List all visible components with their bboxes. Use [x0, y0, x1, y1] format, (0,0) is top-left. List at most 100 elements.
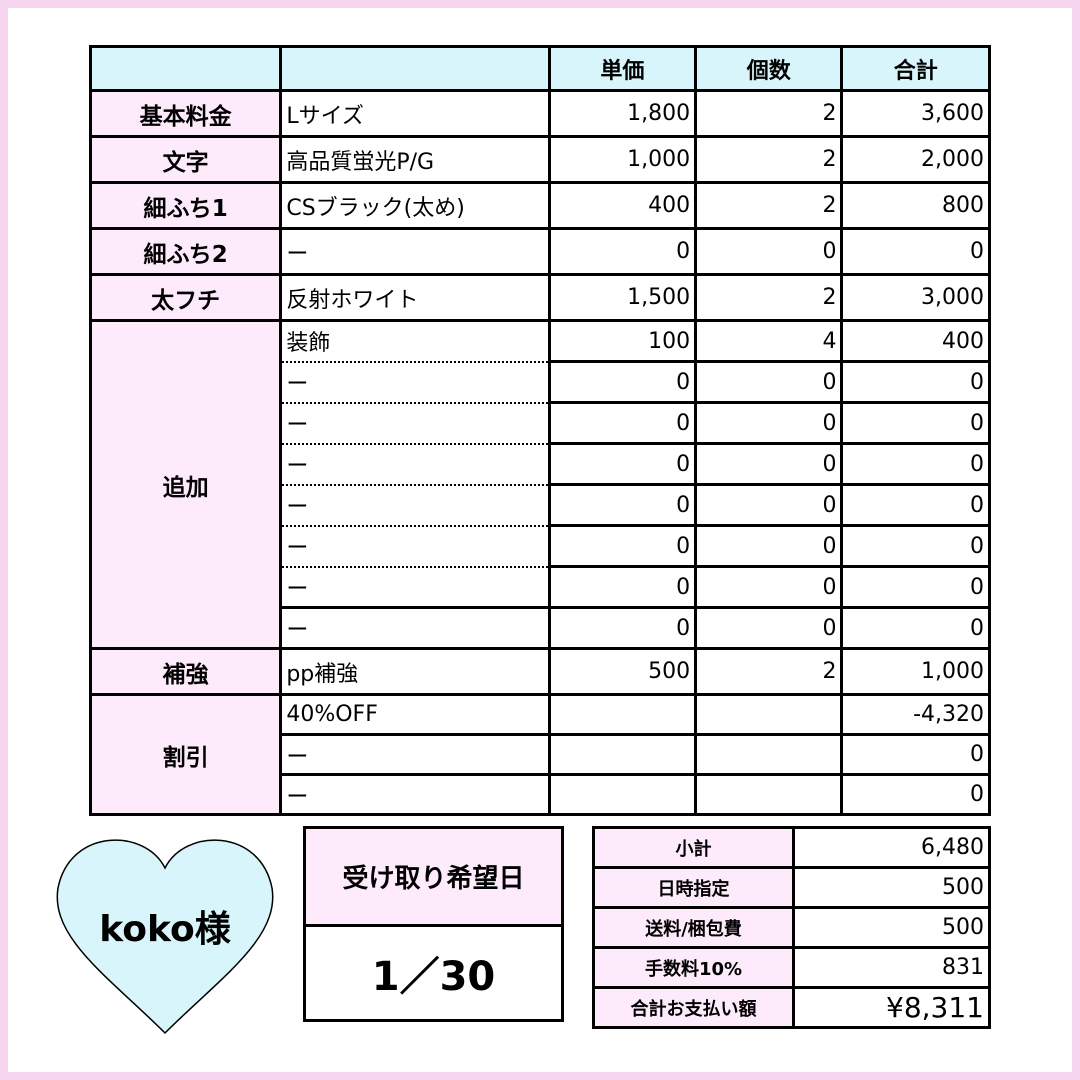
line-total: 1,000	[840, 647, 991, 696]
summary-value: ¥8,311	[792, 986, 991, 1029]
header-cell: 合計	[840, 45, 991, 92]
line-total: 800	[840, 181, 991, 230]
quantity: 0	[694, 442, 844, 486]
unit-price: 500	[547, 647, 698, 696]
item-name: ー	[279, 733, 551, 776]
table-row: 細ふち2 ー 0 0 0	[88, 227, 991, 276]
header-cell	[279, 45, 551, 92]
line-total: 0	[840, 401, 991, 445]
item-name: CSブラック(太め)	[279, 181, 551, 230]
summary-row: 日時指定 500	[592, 866, 991, 909]
pickup-date-box: 受け取り希望日 1／30	[303, 826, 564, 1022]
summary-row: 送料/梱包費 500	[592, 906, 991, 949]
item-name: 高品質蛍光P/G	[279, 135, 551, 184]
item-name: ー	[279, 773, 551, 816]
line-total: 0	[840, 565, 991, 609]
line-total: 400	[840, 319, 991, 363]
summary-table: 小計 6,480 日時指定 500 送料/梱包費 500 手数料10% 831 合計お支払い額 ¥…	[592, 826, 991, 1029]
item-name: ー	[279, 606, 551, 650]
line-total: 3,000	[840, 273, 991, 322]
item-name: pp補強	[279, 647, 551, 696]
unit-price: 400	[547, 181, 698, 230]
item-name: 反射ホワイト	[279, 273, 551, 322]
quantity: 2	[694, 135, 844, 184]
item-name: ー	[279, 360, 551, 404]
pickup-date-label: 受け取り希望日	[306, 829, 561, 927]
price-table: 単価 個数 合計 基本料金 Lサイズ 1,800 2 3,600 文字 高品質蛍光P/G 1,000…	[88, 45, 991, 816]
item-name: ー	[279, 565, 551, 609]
unit-price: 0	[547, 606, 698, 650]
header-row: 単価 個数 合計	[88, 45, 991, 92]
line-total: 0	[840, 733, 991, 776]
summary-row: 合計お支払い額 ¥8,311	[592, 986, 991, 1029]
header-cell	[88, 45, 283, 92]
quantity: 0	[694, 483, 844, 527]
category-label: 細ふち1	[88, 181, 283, 230]
unit-price	[547, 773, 698, 816]
quantity	[694, 693, 844, 736]
summary-row: 手数料10% 831	[592, 946, 991, 989]
item-name: ー	[279, 483, 551, 527]
unit-price: 0	[547, 227, 698, 276]
summary-row: 小計 6,480	[592, 826, 991, 869]
unit-price: 0	[547, 483, 698, 527]
category-label: 割引	[88, 693, 283, 816]
category-label: 細ふち2	[88, 227, 283, 276]
unit-price: 0	[547, 360, 698, 404]
summary-value: 500	[792, 866, 991, 909]
category-label: 文字	[88, 135, 283, 184]
summary-value: 500	[792, 906, 991, 949]
quantity	[694, 733, 844, 776]
quantity: 2	[694, 647, 844, 696]
line-total: 0	[840, 773, 991, 816]
item-name: 40%OFF	[279, 693, 551, 736]
item-name: ー	[279, 524, 551, 568]
quantity: 0	[694, 401, 844, 445]
unit-price: 100	[547, 319, 698, 363]
category-label: 基本料金	[88, 89, 283, 138]
category-label: 補強	[88, 647, 283, 696]
table-row: 追加 装飾 100 4 400	[88, 319, 991, 650]
item-name: 装飾	[279, 319, 551, 363]
summary-value: 6,480	[792, 826, 991, 869]
unit-price	[547, 693, 698, 736]
quantity: 2	[694, 181, 844, 230]
table-row: 文字 高品質蛍光P/G 1,000 2 2,000	[88, 135, 991, 184]
line-total: 0	[840, 442, 991, 486]
unit-price: 0	[547, 524, 698, 568]
item-name: ー	[279, 401, 551, 445]
line-total: 0	[840, 483, 991, 527]
unit-price: 1,800	[547, 89, 698, 138]
header-cell: 個数	[694, 45, 844, 92]
summary-label: 日時指定	[592, 866, 795, 909]
quantity: 0	[694, 360, 844, 404]
category-label: 太フチ	[88, 273, 283, 322]
customer-name: koko様	[99, 909, 231, 950]
line-total: 0	[840, 227, 991, 276]
line-total: 3,600	[840, 89, 991, 138]
summary-label: 小計	[592, 826, 795, 869]
header-cell: 単価	[547, 45, 698, 92]
table-row: 基本料金 Lサイズ 1,800 2 3,600	[88, 89, 991, 138]
table-row: 割引 40%OFF -4,320	[88, 693, 991, 816]
heart-icon	[56, 839, 274, 1035]
pickup-date-value: 1／30	[371, 954, 496, 1000]
quantity: 0	[694, 227, 844, 276]
line-total: 0	[840, 524, 991, 568]
quantity: 0	[694, 606, 844, 650]
summary-label: 送料/梱包費	[592, 906, 795, 949]
table-row: 細ふち1 CSブラック(太め) 400 2 800	[88, 181, 991, 230]
quantity: 0	[694, 524, 844, 568]
summary-label: 手数料10%	[592, 946, 795, 989]
line-total: 2,000	[840, 135, 991, 184]
summary-value: 831	[792, 946, 991, 989]
line-total: 0	[840, 360, 991, 404]
quantity	[694, 773, 844, 816]
table-row: 太フチ 反射ホワイト 1,500 2 3,000	[88, 273, 991, 322]
